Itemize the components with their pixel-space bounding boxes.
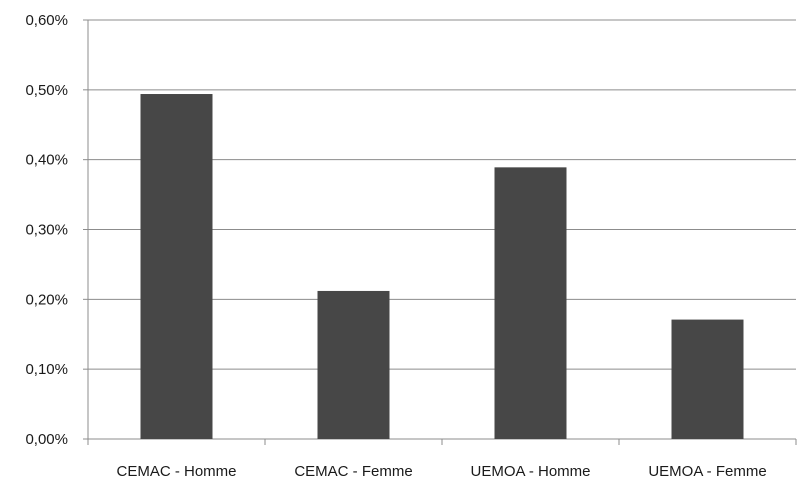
category-label: CEMAC - Femme: [294, 463, 412, 479]
y-tick-label: 0,60%: [25, 12, 68, 29]
y-tick-label: 0,40%: [25, 152, 68, 169]
y-tick-labels: 0,00% 0,10% 0,20% 0,30% 0,40% 0,50% 0,60%: [25, 12, 68, 448]
bar: [494, 167, 567, 439]
y-tick-label: 0,00%: [25, 431, 68, 448]
x-tick-marks: [87, 439, 797, 445]
bar: [317, 290, 390, 439]
category-label: UEMOA - Femme: [648, 463, 766, 479]
bars: [140, 94, 744, 440]
bar: [140, 94, 213, 440]
y-tick-label: 0,50%: [25, 82, 68, 99]
bar: [671, 319, 744, 439]
y-tick-label: 0,20%: [25, 291, 68, 308]
y-tick-label: 0,10%: [25, 361, 68, 378]
category-labels: CEMAC - Homme CEMAC - Femme UEMOA - Homme U…: [116, 463, 766, 479]
category-label: CEMAC - Homme: [116, 463, 236, 479]
y-tick-label: 0,30%: [25, 222, 68, 239]
category-label: UEMOA - Homme: [470, 463, 590, 479]
